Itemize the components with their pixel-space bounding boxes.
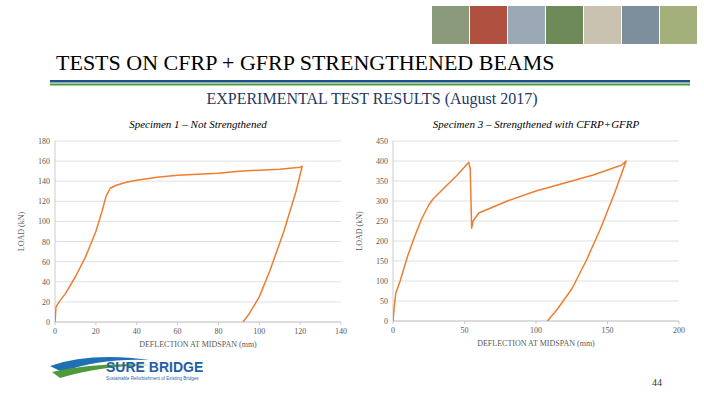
y-tick-label: 40 <box>42 278 50 287</box>
photo <box>508 6 545 44</box>
grid-line <box>393 301 679 302</box>
grid-line <box>393 141 679 142</box>
y-tick-label: 0 <box>46 318 50 327</box>
x-tick <box>95 322 96 325</box>
photo <box>432 6 469 44</box>
x-tick <box>259 322 260 325</box>
x-tick-label: 20 <box>92 327 100 336</box>
x-tick <box>177 322 178 325</box>
x-tick <box>464 321 465 324</box>
chart: Specimen 1 – Not Strengthened 0 20 40 60 80 10… <box>17 118 347 349</box>
grid-line <box>393 321 679 322</box>
x-axis-label: DEFLECTION AT MIDSPAN (mm) <box>477 339 595 348</box>
x-tick-label: 150 <box>602 326 614 335</box>
y-tick-label: 50 <box>380 297 388 306</box>
title-rule <box>50 84 690 86</box>
photo <box>470 6 507 44</box>
x-tick <box>536 321 537 324</box>
x-tick-label: 80 <box>214 327 222 336</box>
y-tick-label: 100 <box>38 217 50 226</box>
y-tick-label: 450 <box>376 137 388 146</box>
slide-subtitle: EXPERIMENTAL TEST RESULTS (August 2017) <box>206 90 537 108</box>
slide-title: TESTS ON CFRP + GFRP STRENGTHENED BEAMS <box>56 50 555 75</box>
grid-line <box>393 241 679 242</box>
page-number: 44 <box>652 377 662 388</box>
x-tick <box>679 321 680 324</box>
photo <box>660 6 697 44</box>
plot-area <box>393 161 626 321</box>
y-tick-label: 140 <box>38 177 50 186</box>
y-tick-label: 200 <box>376 237 388 246</box>
grid-line <box>55 281 341 282</box>
x-tick-label: 200 <box>673 326 685 335</box>
title-rule <box>50 80 690 83</box>
y-tick-label: 180 <box>38 137 50 146</box>
grid-line <box>393 201 679 202</box>
x-tick <box>300 322 301 325</box>
chart-title: Specimen 1 – Not Strengthened <box>129 118 267 130</box>
photo <box>622 6 659 44</box>
chart-title: Specimen 3 – Strengthened with CFRP+GFRP <box>433 118 640 130</box>
x-tick <box>55 322 56 325</box>
x-tick <box>607 321 608 324</box>
y-tick-label: 80 <box>42 238 50 247</box>
y-tick-label: 60 <box>42 258 50 267</box>
y-axis-label: LOAD (kN) <box>17 212 26 252</box>
x-tick-label: 0 <box>391 326 395 335</box>
grid-line <box>393 181 679 182</box>
x-tick <box>341 322 342 325</box>
y-axis <box>55 141 56 322</box>
x-tick-label: 0 <box>53 327 57 336</box>
grid-line <box>55 322 341 323</box>
y-axis-label: LOAD (kN) <box>355 211 364 251</box>
y-tick-label: 250 <box>376 217 388 226</box>
grid-line <box>55 261 341 262</box>
chart: Specimen 3 – Strengthened with CFRP+GFRP… <box>355 118 685 348</box>
grid-line <box>55 201 341 202</box>
y-tick-label: 160 <box>38 157 50 166</box>
x-tick-label: 100 <box>253 327 265 336</box>
grid-line <box>55 161 341 162</box>
y-axis <box>393 141 394 321</box>
y-tick-label: 120 <box>38 197 50 206</box>
x-axis <box>393 321 679 322</box>
x-tick-label: 140 <box>335 327 347 336</box>
x-tick-label: 120 <box>294 327 306 336</box>
grid-line <box>393 261 679 262</box>
x-tick <box>136 322 137 325</box>
photo <box>546 6 583 44</box>
y-tick-label: 150 <box>376 257 388 266</box>
logo-name: SURE BRIDGE <box>106 359 203 375</box>
y-tick-label: 400 <box>376 157 388 166</box>
grid-line <box>55 301 341 302</box>
grid-line <box>55 221 341 222</box>
logo-tagline: Sustainable Refurbishment of Existing Br… <box>106 376 199 381</box>
x-tick-label: 40 <box>133 327 141 336</box>
y-tick-label: 300 <box>376 197 388 206</box>
photo <box>584 6 621 44</box>
x-tick-label: 100 <box>530 326 542 335</box>
y-tick-label: 20 <box>42 298 50 307</box>
grid-line <box>393 221 679 222</box>
x-tick-label: 60 <box>174 327 182 336</box>
x-tick <box>393 321 394 324</box>
x-axis-label: DEFLECTION AT MIDSPAN (mm) <box>139 340 257 349</box>
x-axis <box>55 322 341 323</box>
plot-area <box>55 166 302 322</box>
x-tick <box>218 322 219 325</box>
grid-line <box>393 281 679 282</box>
grid-line <box>393 161 679 162</box>
grid-line <box>55 241 341 242</box>
data-line <box>55 166 302 322</box>
x-tick-label: 50 <box>461 326 469 335</box>
y-tick-label: 100 <box>376 277 388 286</box>
data-line <box>393 161 626 321</box>
y-tick-label: 0 <box>384 317 388 326</box>
y-tick-label: 350 <box>376 177 388 186</box>
grid-line <box>55 141 341 142</box>
